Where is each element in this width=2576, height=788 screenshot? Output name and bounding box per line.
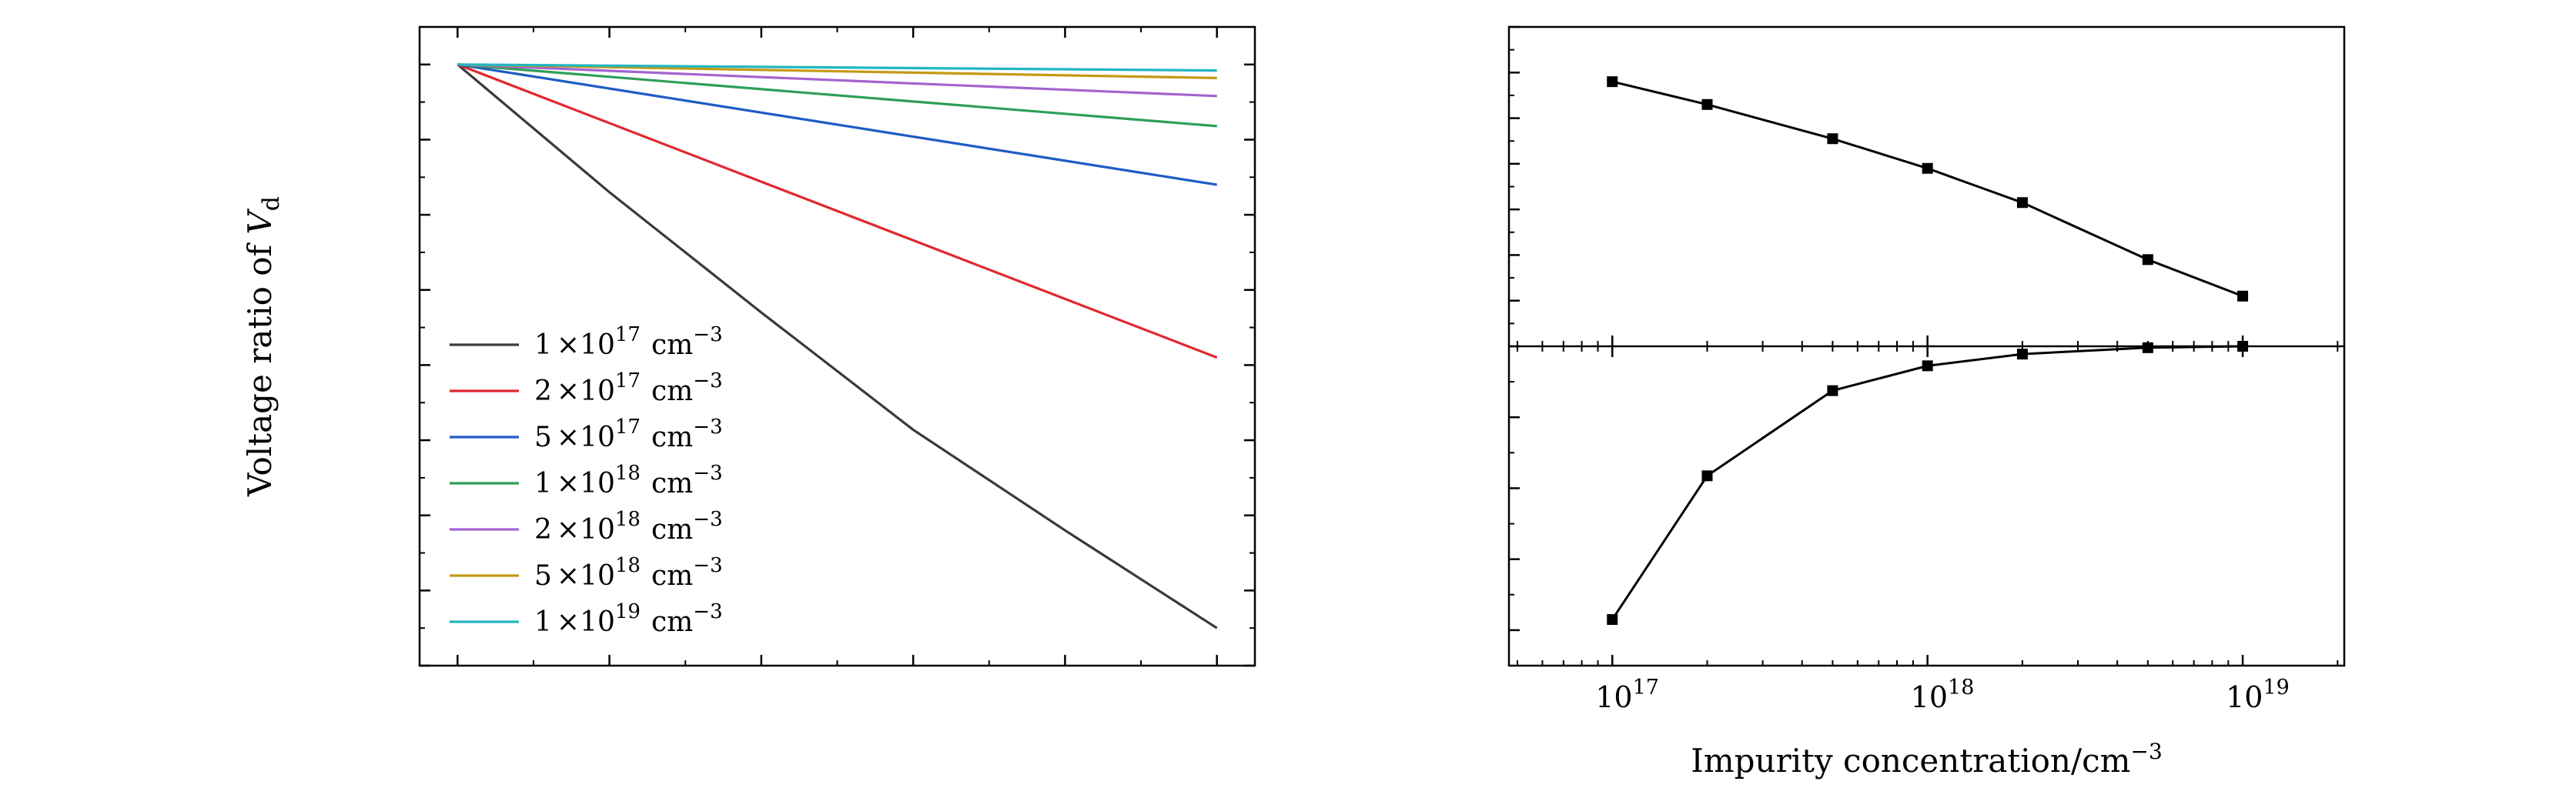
legend-label: 1 ×1019 cm−3 — [534, 600, 723, 638]
legend-exponent: 17 — [615, 323, 641, 346]
legend-exponent: 19 — [615, 600, 641, 623]
y-axis-title-var: V — [241, 209, 279, 235]
legend-mantissa: 5 — [534, 560, 552, 592]
series-line — [457, 63, 1217, 186]
x-tick-exponent: 17 — [1633, 676, 1659, 700]
legend-times-ten: ×10 — [557, 606, 615, 638]
legend-exponent: 18 — [615, 462, 641, 485]
x-tick-exponent: 18 — [1948, 676, 1974, 700]
legend-unit: cm — [651, 422, 693, 453]
legend: 1 ×1017 cm−32 ×1017 cm−35 ×1017 cm−31 ×1018 cm−3… — [450, 323, 723, 638]
legend-unit-exp: −3 — [693, 416, 722, 439]
legend-unit-exp: −3 — [693, 600, 722, 623]
legend-times-ten: ×10 — [557, 329, 615, 361]
y-axis-title-text: Voltage ratio of — [241, 235, 279, 497]
x-tick-base: 10 — [2226, 680, 2263, 714]
data-marker — [1701, 470, 1713, 482]
legend-mantissa: 2 — [534, 376, 552, 407]
data-marker — [1607, 76, 1618, 88]
legend-unit-exp: −3 — [693, 369, 722, 392]
series-line — [457, 63, 1217, 79]
series-line — [457, 63, 1217, 98]
legend-times-ten: ×10 — [557, 422, 615, 453]
legend-mantissa: 1 — [534, 606, 552, 638]
legend-label: 1 ×1018 cm−3 — [534, 462, 723, 499]
legend-unit-exp: −3 — [693, 508, 722, 531]
y-axis-title-sub: d — [258, 196, 285, 211]
x-tick-exponent: 19 — [2263, 676, 2289, 700]
legend-mantissa: 5 — [534, 422, 552, 453]
legend-times-ten: ×10 — [557, 560, 615, 592]
x-axis-title-sup: −3 — [2130, 739, 2162, 764]
x-tick-label: 1017 — [1595, 676, 1659, 714]
legend-unit: cm — [651, 329, 693, 361]
x-axis-title-text: Impurity concentration/cm — [1691, 742, 2130, 780]
series-line — [457, 63, 1218, 629]
data-marker — [2016, 197, 2028, 209]
data-marker — [1827, 133, 1838, 145]
series-line — [1611, 345, 2243, 620]
series-line — [457, 63, 1217, 72]
legend-mantissa: 2 — [534, 514, 552, 546]
legend-label: 5 ×1017 cm−3 — [534, 416, 723, 453]
legend-label: 2 ×1017 cm−3 — [534, 369, 723, 407]
legend-label: 1 ×1017 cm−3 — [534, 323, 723, 361]
legend-label: 2 ×1018 cm−3 — [534, 508, 723, 546]
legend-unit: cm — [651, 376, 693, 407]
legend-exponent: 18 — [615, 554, 641, 577]
y-axis-title: Voltage ratio of Vd — [241, 196, 285, 497]
legend-times-ten: ×10 — [557, 514, 615, 546]
panel-a: Voltage ratio of Vd1 ×1017 cm−32 ×1017 cm−35… — [241, 25, 1256, 667]
data-marker — [1922, 360, 1933, 372]
legend-unit-exp: −3 — [693, 554, 722, 577]
data-marker — [1922, 162, 1933, 174]
legend-unit: cm — [651, 468, 693, 499]
x-axis-title: Impurity concentration/cm−3 — [1691, 739, 2163, 780]
legend-label: 5 ×1018 cm−3 — [534, 554, 723, 592]
series-line — [457, 63, 1218, 359]
data-marker — [1607, 614, 1618, 626]
x-tick-base: 10 — [1595, 680, 1632, 714]
data-marker — [2237, 290, 2249, 302]
series-line — [457, 63, 1217, 128]
legend-exponent: 18 — [615, 508, 641, 531]
legend-mantissa: 1 — [534, 329, 552, 361]
data-marker — [2016, 349, 2028, 360]
legend-unit-exp: −3 — [693, 462, 722, 485]
x-tick-base: 10 — [1911, 680, 1948, 714]
legend-unit-exp: −3 — [693, 323, 722, 346]
legend-unit: cm — [651, 606, 693, 638]
legend-unit: cm — [651, 514, 693, 546]
x-tick-label: 1018 — [1911, 676, 1975, 714]
data-marker — [1827, 385, 1838, 396]
x-tick-label: 1019 — [2226, 676, 2290, 714]
legend-exponent: 17 — [615, 416, 641, 439]
data-marker — [1701, 98, 1713, 110]
legend-times-ten: ×10 — [557, 468, 615, 499]
legend-mantissa: 1 — [534, 468, 552, 499]
legend-exponent: 17 — [615, 369, 641, 392]
legend-times-ten: ×10 — [557, 376, 615, 407]
data-marker — [2142, 254, 2153, 265]
legend-unit: cm — [651, 560, 693, 592]
